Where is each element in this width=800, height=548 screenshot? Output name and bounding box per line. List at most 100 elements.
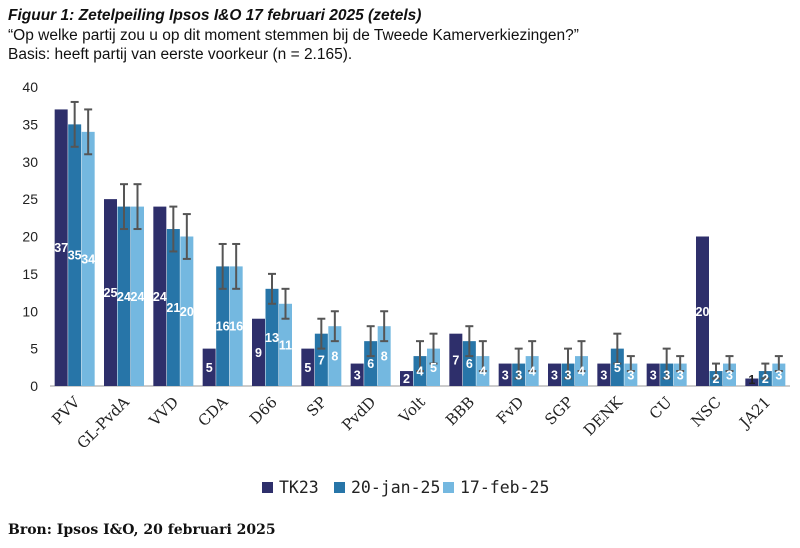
bar xyxy=(427,348,440,386)
bar xyxy=(745,378,759,386)
bar xyxy=(364,341,378,386)
data-label: 5 xyxy=(614,361,621,375)
x-tick-label: SP xyxy=(303,393,330,420)
data-label: 24 xyxy=(153,290,167,304)
bar xyxy=(610,348,624,386)
bar xyxy=(350,363,364,386)
data-label: 5 xyxy=(430,361,437,375)
bar xyxy=(646,363,660,386)
bar xyxy=(696,236,709,386)
bar xyxy=(498,363,512,386)
data-label: 4 xyxy=(479,365,486,379)
data-label: 1 xyxy=(748,373,755,387)
data-label: 3 xyxy=(775,368,782,382)
data-label: 3 xyxy=(650,368,657,382)
x-tick-label: FvD xyxy=(493,393,528,428)
data-label: 20 xyxy=(696,305,710,319)
data-label: 3 xyxy=(565,368,572,382)
data-label: 7 xyxy=(452,353,459,367)
data-label: 9 xyxy=(255,346,262,360)
data-label: 6 xyxy=(367,357,374,371)
y-tick-label: 5 xyxy=(30,341,38,357)
chart-title: Figuur 1: Zetelpeiling Ipsos I&O 17 febr… xyxy=(8,7,422,24)
bar xyxy=(673,363,687,386)
bar xyxy=(216,266,230,386)
data-label: 20 xyxy=(180,305,194,319)
y-tick-label: 25 xyxy=(22,191,38,207)
data-label: 37 xyxy=(54,241,68,255)
data-label: 34 xyxy=(81,252,95,266)
bar xyxy=(624,363,638,386)
x-tick-label: NSC xyxy=(687,393,724,430)
data-label: 3 xyxy=(627,368,634,382)
x-tick-label: SGP xyxy=(541,393,577,429)
y-tick-label: 0 xyxy=(30,378,38,394)
figure-header: Figuur 1: Zetelpeiling Ipsos I&O 17 febr… xyxy=(8,6,792,64)
data-label: 8 xyxy=(381,350,388,364)
data-label: 3 xyxy=(600,368,607,382)
bar xyxy=(104,199,117,386)
y-tick-label: 30 xyxy=(22,154,38,170)
data-label: 7 xyxy=(318,353,325,367)
bar xyxy=(54,109,68,387)
bar xyxy=(180,236,194,386)
data-label: 2 xyxy=(762,372,769,386)
data-label: 4 xyxy=(417,365,424,379)
bar xyxy=(400,371,413,386)
data-label: 2 xyxy=(403,372,410,386)
bar xyxy=(772,363,786,386)
y-tick-label: 20 xyxy=(22,229,38,245)
data-label: 21 xyxy=(166,301,180,315)
bar xyxy=(301,348,315,386)
bar xyxy=(81,131,95,386)
data-label: 24 xyxy=(117,290,131,304)
bar xyxy=(723,363,736,386)
data-label: 3 xyxy=(726,368,733,382)
chart-subtitle: “Op welke partij zou u op dit moment ste… xyxy=(8,27,579,44)
data-label: 5 xyxy=(206,361,213,375)
data-label: 3 xyxy=(677,368,684,382)
data-label: 4 xyxy=(529,365,536,379)
legend-label: 17-feb-25 xyxy=(460,478,549,497)
data-label: 6 xyxy=(466,357,473,371)
data-label: 3 xyxy=(663,368,670,382)
chart-basis: Basis: heeft partij van eerste voorkeur … xyxy=(8,46,353,63)
data-label: 4 xyxy=(578,365,585,379)
x-tick-label: DENK xyxy=(580,393,627,440)
bar xyxy=(131,206,144,386)
bar xyxy=(252,318,265,386)
x-tick-label: PvdD xyxy=(338,393,379,434)
bar xyxy=(597,363,611,386)
bar xyxy=(229,266,243,386)
data-label: 35 xyxy=(68,249,82,263)
bar xyxy=(314,333,328,386)
x-tick-label: Volt xyxy=(395,393,429,427)
x-tick-label: PVV xyxy=(48,392,84,428)
bar xyxy=(153,206,167,386)
bar xyxy=(68,124,82,386)
data-label: 11 xyxy=(279,338,292,352)
x-tick-label: VVD xyxy=(145,393,182,430)
y-tick-label: 15 xyxy=(22,266,38,282)
y-tick-label: 40 xyxy=(22,79,38,95)
bar xyxy=(265,288,279,386)
data-label: 16 xyxy=(216,320,230,334)
y-tick-label: 10 xyxy=(22,303,38,319)
x-tick-label: BBB xyxy=(442,393,478,429)
legend-label: TK23 xyxy=(279,478,319,497)
bar xyxy=(166,229,180,386)
data-label: 16 xyxy=(229,320,243,334)
data-label: 5 xyxy=(304,361,311,375)
data-label: 3 xyxy=(354,368,361,382)
data-label: 25 xyxy=(104,286,118,300)
x-tick-label: D66 xyxy=(246,393,281,428)
data-label: 2 xyxy=(713,372,720,386)
bar xyxy=(279,303,292,386)
data-label: 3 xyxy=(502,368,509,382)
data-label: 8 xyxy=(331,350,338,364)
x-tick-label: JA21 xyxy=(735,393,775,433)
y-tick-label: 35 xyxy=(22,116,38,132)
data-label: 3 xyxy=(551,368,558,382)
bar xyxy=(548,363,561,386)
data-label: 24 xyxy=(131,290,145,304)
